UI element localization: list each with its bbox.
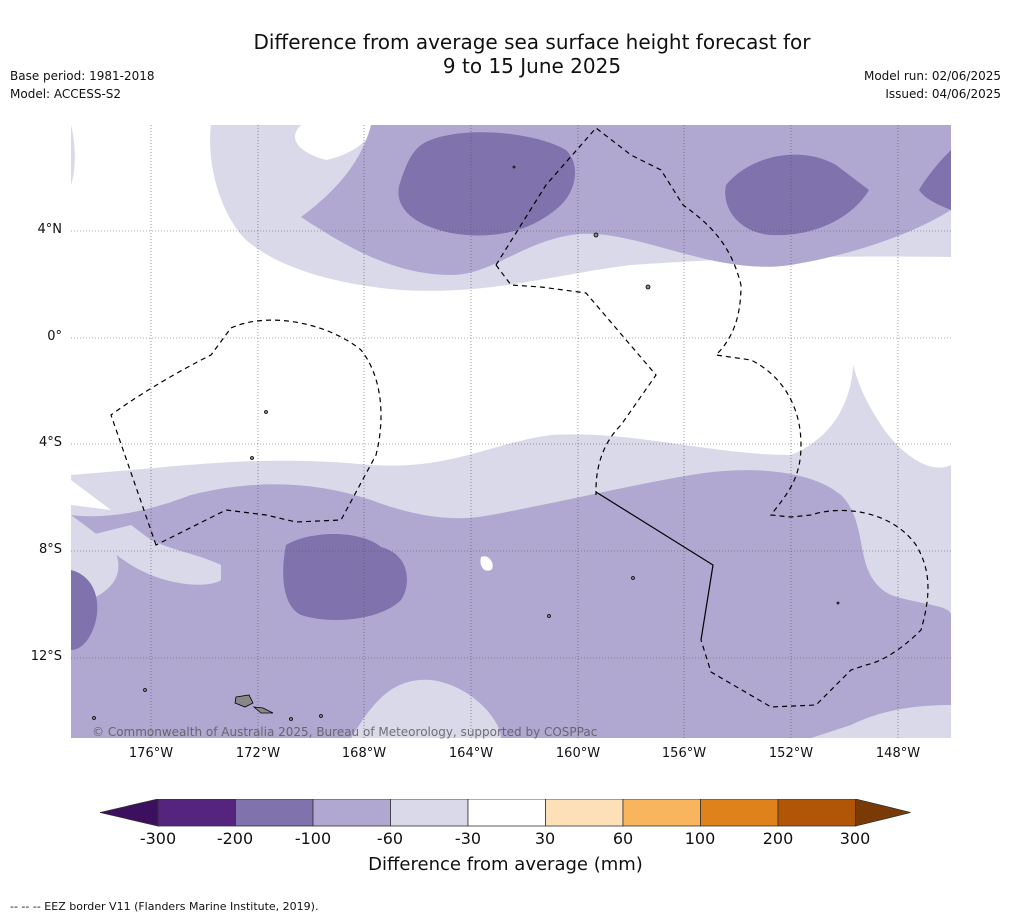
region-white-equatorial — [71, 125, 951, 475]
base-period: Base period: 1981-2018 — [10, 69, 155, 83]
cbar-segment — [622, 799, 701, 827]
cbar-tick: 100 — [684, 829, 716, 848]
cbar-tick: -200 — [216, 829, 254, 848]
model-name: Model: ACCESS-S2 — [10, 87, 122, 101]
lon-label-176w: 176°W — [128, 746, 174, 761]
cbar-tick: 300 — [839, 829, 871, 848]
colorbar — [100, 799, 911, 827]
region-edge-light — [71, 125, 75, 185]
islands — [92, 165, 840, 721]
title-line-2: 9 to 15 June 2025 — [442, 54, 622, 78]
lat-label-8s: 8°S — [38, 542, 62, 557]
cbar-tick: -30 — [454, 829, 482, 848]
meta-right: Model run: 02/06/2025 Issued: 04/06/2025 — [864, 67, 1001, 103]
map-panel — [71, 125, 951, 738]
issued-date: Issued: 04/06/2025 — [885, 87, 1001, 101]
lon-label-152w: 152°W — [768, 746, 814, 761]
region-white-west — [71, 480, 111, 510]
region-white-east — [850, 318, 951, 468]
cbar-segment — [467, 799, 546, 827]
lat-label-12s: 12°S — [30, 649, 62, 664]
cbar-tick: 30 — [534, 829, 556, 848]
region-light-purple-sw2 — [91, 525, 221, 585]
sea-level-map — [71, 125, 951, 738]
copyright-notice: © Commonwealth of Australia 2025, Bureau… — [92, 725, 598, 739]
colorbar-title: Difference from average (mm) — [368, 854, 643, 875]
boundary-line — [595, 491, 714, 641]
cbar-tick: -300 — [139, 829, 177, 848]
cbar-arrow-left — [100, 799, 159, 827]
meta-left: Base period: 1981-2018 Model: ACCESS-S2 — [10, 67, 155, 103]
graticule — [71, 125, 951, 738]
cbar-tick: 60 — [612, 829, 634, 848]
lon-label-148w: 148°W — [875, 746, 921, 761]
source-note: -- -- -- EEZ border V11 (Flanders Marine… — [10, 900, 319, 913]
cbar-segment — [312, 799, 391, 827]
cbar-segment — [545, 799, 624, 827]
region-medium-purple-south — [71, 470, 951, 738]
region-dark-purple-east-edge — [919, 150, 951, 210]
cbar-segment — [700, 799, 779, 827]
region-dark-purple-south — [283, 533, 407, 620]
lon-label-168w: 168°W — [341, 746, 387, 761]
region-white-speck — [480, 556, 493, 571]
lon-label-172w: 172°W — [235, 746, 281, 761]
cbar-tick: -60 — [376, 829, 404, 848]
cbar-arrow-right — [855, 799, 911, 827]
cbar-segment — [777, 799, 856, 827]
cbar-segment — [390, 799, 469, 827]
lat-label-4s: 4°S — [38, 435, 62, 450]
cbar-tick: -100 — [294, 829, 332, 848]
lat-label-0: 0° — [47, 329, 62, 344]
cbar-tick: 200 — [762, 829, 794, 848]
eez-borders — [110, 127, 929, 708]
lon-label-164w: 164°W — [448, 746, 494, 761]
region-white-north — [295, 125, 376, 160]
lat-label-4n: 4°N — [37, 222, 63, 237]
title-line-1: Difference from average sea surface heig… — [253, 30, 811, 54]
cbar-segment — [235, 799, 314, 827]
model-run: Model run: 02/06/2025 — [863, 69, 1001, 83]
lon-label-160w: 160°W — [555, 746, 601, 761]
cbar-segment — [157, 799, 236, 827]
region-dark-purple-west — [71, 570, 98, 650]
region-dark-purple-northeast — [725, 154, 869, 236]
lon-label-156w: 156°W — [661, 746, 707, 761]
map-title: Difference from average sea surface heig… — [0, 30, 1011, 78]
